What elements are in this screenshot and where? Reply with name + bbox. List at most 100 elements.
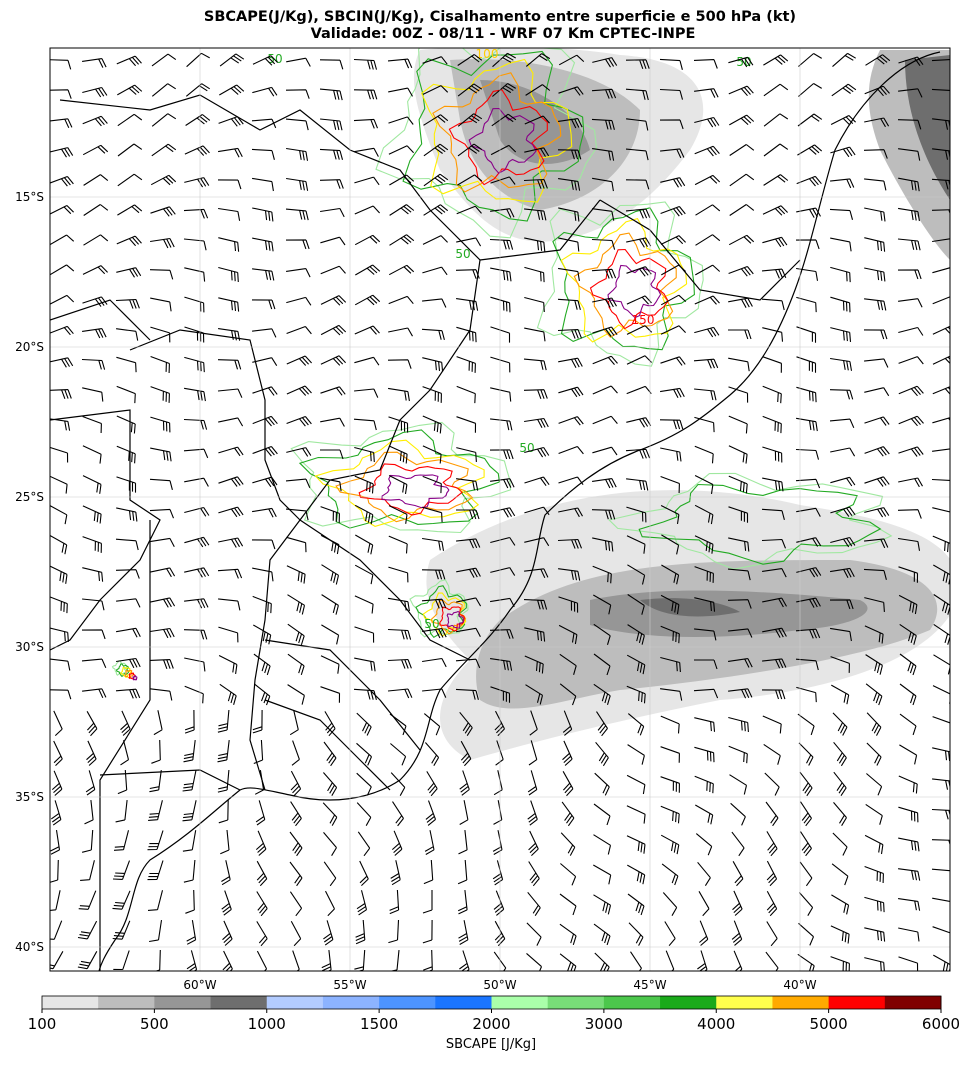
barb <box>251 148 275 160</box>
barb <box>558 207 580 222</box>
barb <box>528 830 539 856</box>
barb <box>252 177 274 192</box>
barb <box>218 626 239 643</box>
barb <box>864 358 889 368</box>
barb <box>354 626 375 643</box>
barb <box>528 861 540 887</box>
barb <box>422 386 442 403</box>
barb <box>796 686 817 703</box>
barb <box>897 509 922 519</box>
barb <box>490 507 516 518</box>
barb <box>424 742 440 766</box>
barb <box>423 204 449 216</box>
barb <box>932 448 950 452</box>
barb <box>523 358 547 371</box>
contour-label: 50 <box>424 617 439 631</box>
barb <box>289 831 303 857</box>
barb <box>830 296 851 313</box>
barb <box>321 624 340 645</box>
contour <box>552 207 695 351</box>
barb <box>50 389 72 399</box>
barb <box>732 861 744 887</box>
colorbar-tick-label: 2000 <box>472 1015 510 1033</box>
barb <box>354 294 381 306</box>
barb <box>421 598 447 609</box>
barb <box>932 535 950 554</box>
barb <box>455 269 480 279</box>
barb <box>766 831 778 857</box>
barb <box>186 52 210 68</box>
barb <box>592 148 615 161</box>
colorbar-swatch <box>154 996 212 1009</box>
barb <box>898 148 921 161</box>
barb <box>933 594 950 615</box>
barb <box>664 921 676 947</box>
barb <box>864 178 887 191</box>
barb <box>558 54 585 66</box>
colorbar-swatch <box>491 996 549 1009</box>
barb <box>730 802 746 826</box>
barb <box>82 688 107 699</box>
barb <box>763 83 789 97</box>
barb <box>557 538 583 549</box>
barb <box>218 237 240 252</box>
barb <box>525 53 551 67</box>
barb <box>864 927 886 942</box>
barb <box>424 830 435 855</box>
barb <box>354 949 366 971</box>
barb <box>864 117 890 128</box>
barb <box>728 415 748 434</box>
barb <box>320 417 345 427</box>
barb <box>728 297 753 308</box>
barb <box>217 179 242 190</box>
barb <box>115 800 128 823</box>
barb <box>217 359 242 370</box>
barb <box>81 829 94 853</box>
barb <box>186 950 198 971</box>
barb <box>253 683 271 706</box>
barb <box>799 771 813 797</box>
barb <box>423 173 449 187</box>
barb <box>660 656 681 673</box>
barb <box>525 84 551 96</box>
barb <box>796 267 819 281</box>
barb <box>864 416 890 426</box>
lat-label: 30°S <box>15 640 44 654</box>
barb <box>353 118 379 129</box>
barb <box>626 295 652 305</box>
barb <box>898 806 919 823</box>
barb <box>762 658 787 669</box>
barb <box>183 740 196 763</box>
barb <box>693 59 718 69</box>
contour <box>314 439 485 527</box>
barb <box>252 415 278 427</box>
barb <box>150 567 176 578</box>
barb <box>186 920 197 945</box>
barb <box>82 475 102 494</box>
barb <box>829 389 854 400</box>
barb <box>898 898 921 911</box>
barb <box>423 949 433 971</box>
contour <box>381 474 450 509</box>
barb <box>762 627 787 638</box>
contour-label: 150 <box>632 313 655 327</box>
barb <box>457 143 483 157</box>
barb <box>217 709 230 733</box>
barb <box>286 177 309 191</box>
barb <box>422 475 442 494</box>
barb <box>592 415 618 425</box>
barb <box>184 598 209 609</box>
barb <box>864 538 889 549</box>
barb <box>423 114 449 126</box>
barb <box>796 417 818 432</box>
barb <box>558 267 580 282</box>
barb <box>628 922 644 946</box>
barb <box>291 740 300 766</box>
barb <box>899 713 917 736</box>
barb <box>221 890 232 916</box>
barb <box>732 890 743 916</box>
barb <box>866 742 882 766</box>
barb <box>864 957 885 971</box>
barb <box>290 920 302 947</box>
